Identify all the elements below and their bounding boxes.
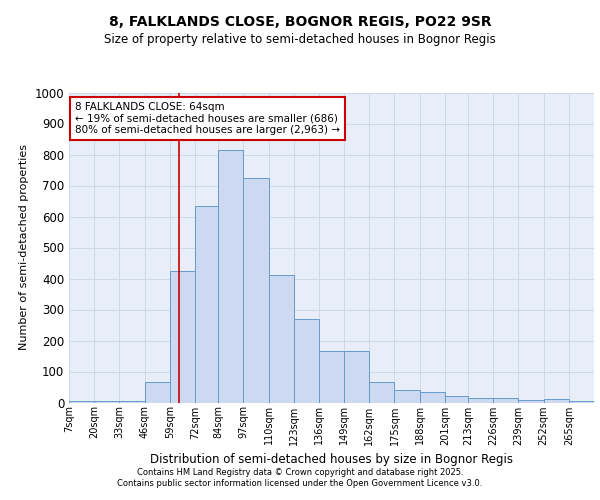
Bar: [369, 382, 394, 402]
Bar: [419, 392, 445, 402]
Bar: [69, 401, 94, 402]
Bar: [119, 401, 145, 402]
Bar: [145, 382, 170, 402]
Bar: [269, 276, 294, 402]
Text: Size of property relative to semi-detached houses in Bognor Regis: Size of property relative to semi-detach…: [104, 32, 496, 46]
Bar: [445, 396, 468, 402]
Bar: [394, 390, 419, 402]
Bar: [468, 398, 493, 402]
Bar: [544, 400, 569, 402]
Bar: [218, 150, 244, 403]
Text: 8, FALKLANDS CLOSE, BOGNOR REGIS, PO22 9SR: 8, FALKLANDS CLOSE, BOGNOR REGIS, PO22 9…: [109, 15, 491, 29]
Bar: [244, 178, 269, 402]
Bar: [319, 352, 344, 403]
Bar: [195, 206, 218, 402]
Bar: [493, 398, 518, 402]
Text: Contains HM Land Registry data © Crown copyright and database right 2025.
Contai: Contains HM Land Registry data © Crown c…: [118, 468, 482, 487]
Bar: [294, 319, 319, 402]
Bar: [569, 401, 594, 402]
Bar: [518, 400, 544, 402]
Bar: [344, 352, 369, 403]
Bar: [94, 401, 119, 402]
Bar: [170, 271, 195, 402]
Text: 8 FALKLANDS CLOSE: 64sqm
← 19% of semi-detached houses are smaller (686)
80% of : 8 FALKLANDS CLOSE: 64sqm ← 19% of semi-d…: [75, 102, 340, 135]
Y-axis label: Number of semi-detached properties: Number of semi-detached properties: [19, 144, 29, 350]
X-axis label: Distribution of semi-detached houses by size in Bognor Regis: Distribution of semi-detached houses by …: [150, 453, 513, 466]
